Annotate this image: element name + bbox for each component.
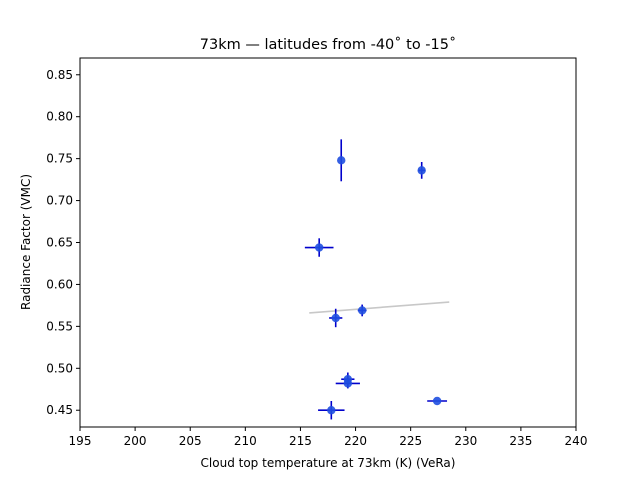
x-tick-label: 215	[289, 434, 312, 448]
y-tick-label: 0.65	[46, 236, 73, 250]
x-tick-label: 240	[565, 434, 588, 448]
trend-line	[309, 301, 450, 314]
y-tick-label: 0.85	[46, 68, 73, 82]
x-tick-label: 200	[124, 434, 147, 448]
data-point	[357, 306, 367, 315]
y-tick-label: 0.60	[46, 277, 73, 291]
x-tick-label: 220	[344, 434, 367, 448]
data-point	[314, 243, 324, 252]
y-tick-label: 0.80	[46, 110, 73, 124]
x-tick-label: 230	[454, 434, 477, 448]
x-axis: 195 200 205 210 215 220 225 230 235 240	[69, 427, 588, 448]
x-tick-label: 205	[179, 434, 202, 448]
error-bars	[304, 139, 448, 420]
y-tick-label: 0.45	[46, 403, 73, 417]
data-point	[432, 396, 442, 406]
y-axis: 0.45 0.50 0.55 0.60 0.65 0.70 0.75 0.80 0.85	[46, 68, 80, 417]
fit-line	[309, 301, 450, 314]
data-point	[343, 379, 353, 388]
x-tick-label: 195	[69, 434, 92, 448]
x-tick-label: 210	[234, 434, 257, 448]
y-tick-label: 0.55	[46, 319, 73, 333]
data-point	[331, 313, 340, 323]
x-axis-label: Cloud top temperature at 73km (K) (VeRa)	[201, 456, 456, 470]
data-point	[337, 156, 346, 165]
y-tick-label: 0.75	[46, 152, 73, 166]
chart-title: 73km — latitudes from -40˚ to -15˚	[200, 36, 456, 53]
y-axis-label: Radiance Factor (VMC)	[19, 174, 33, 310]
data-point	[327, 406, 336, 415]
data-point	[417, 166, 426, 175]
plot-area	[79, 57, 577, 428]
x-tick-label: 235	[509, 434, 532, 448]
x-tick-label: 225	[399, 434, 422, 448]
y-tick-label: 0.70	[46, 194, 73, 208]
y-tick-label: 0.50	[46, 361, 73, 375]
data-points	[314, 156, 442, 415]
